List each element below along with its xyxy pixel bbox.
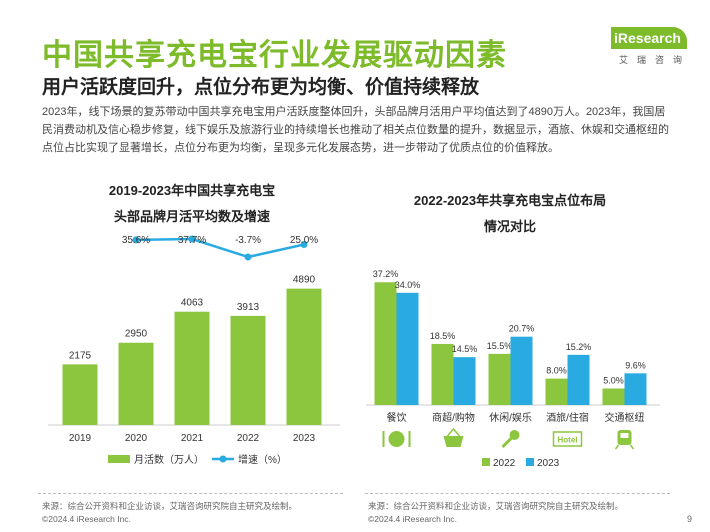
left-chart-title-line1: 2019-2023年中国共享充电宝 [108,183,276,198]
growth-value-label: -3.7% [235,235,261,246]
left-bar [286,288,322,425]
right-bar-2022 [374,282,397,405]
left-chart-title: 2019-2023年中国共享充电宝 头部品牌月活平均数及增速 [42,180,342,228]
right-bar-2022 [545,378,568,405]
left-x-tick-label: 2021 [181,433,204,444]
left-bar-value-label: 4890 [293,275,316,286]
left-bar [174,311,210,425]
right-legend-2022-swatch [482,458,490,466]
left-x-tick-label: 2022 [237,433,260,444]
right-bar-value-label: 37.2% [373,269,399,279]
right-bar-2023 [624,373,647,405]
left-x-tick-label: 2023 [293,433,316,444]
right-bar-value-label: 5.0% [603,376,624,386]
logo-subtext: 艾瑞咨询 [619,55,692,65]
right-bar-value-label: 18.5% [430,331,456,341]
right-bar-2022 [431,343,454,405]
right-source: 来源：综合公开资料和企业访谈，艾瑞咨询研究院自主研究及绘制。 [368,501,624,511]
right-bar-2023 [396,292,419,405]
growth-value-label: 25.0% [290,235,318,246]
page-subtitle: 用户活跃度回升，点位分布更为均衡、价值持续释放 [42,77,480,98]
left-bar-value-label: 4063 [181,298,204,309]
right-x-tick-label: 餐饮 [387,411,407,424]
growth-point [244,253,252,261]
left-legend-line-marker [219,455,227,463]
right-divider [365,493,670,494]
left-chart-title-line2: 头部品牌月活平均数及增速 [113,209,270,224]
right-legend-2022-label: 2022 [493,458,516,469]
right-bar-2022 [488,353,511,405]
left-bar-value-label: 3913 [237,302,260,313]
right-x-tick-label: 酒旅/住宿 [546,411,589,424]
growth-point [300,241,308,249]
left-legend-bar-swatch [108,455,130,463]
right-legend-2023-swatch [526,458,534,466]
right-chart-title-line1: 2022-2023年共享充电宝点位布局 [413,193,607,208]
train-icon [614,430,635,450]
right-bar-value-label: 14.5% [452,344,478,354]
left-divider [38,493,343,494]
right-bar-value-label: 20.7% [509,324,535,334]
right-x-tick-label: 休闲/娱乐 [489,411,532,424]
right-bar-2023 [453,357,476,405]
right-bar-2023 [567,354,590,405]
hotel-icon: Hotel [552,431,583,447]
right-chart: 37.2%34.0% 餐饮 18.5% 14.5% 商超/购物 15.5% 20.7% 休闲/… [366,269,660,469]
right-x-tick-label: 商超/购物 [432,411,475,424]
description-text: 2023年，线下场景的复苏带动中国共享充电宝用户活跃度整体回升，头部品牌月活用户… [42,106,669,154]
left-copyright: ©2024.4 iResearch Inc. [42,514,131,524]
left-source: 来源：综合公开资料和企业访谈，艾瑞咨询研究院自主研究及绘制。 [42,501,298,511]
growth-value-label: 35.6% [122,235,150,246]
left-bar-value-label: 2950 [125,329,148,340]
right-chart-title: 2022-2023年共享充电宝点位布局 情况对比 [360,190,660,238]
left-legend-bar-label: 月活数（万人） [134,453,204,466]
left-bar [62,364,98,425]
right-bar-value-label: 15.2% [566,342,592,352]
left-x-tick-label: 2020 [125,433,148,444]
page-number: 9 [687,514,693,524]
left-legend-line-label: 增速（%） [238,453,287,466]
right-copyright: ©2024.4 iResearch Inc. [368,514,457,524]
svg-text:Hotel: Hotel [558,436,578,445]
left-x-tick-label: 2019 [69,433,92,444]
growth-line [135,237,305,259]
growth-value-label: 37.7% [178,235,206,246]
page-title: 中国共享充电宝行业发展驱动因素 [42,39,507,72]
karaoke-mic-icon [501,430,520,449]
right-bar-value-label: 15.5% [487,341,513,351]
left-bar [230,315,266,425]
shopping-basket-icon [443,427,464,447]
right-bar-2022 [602,388,625,405]
left-bar [118,342,154,425]
right-bar-2023 [510,336,533,405]
dining-icon [382,431,411,447]
left-bar-value-label: 2175 [69,350,92,361]
right-legend-2023-label: 2023 [537,458,560,469]
logo-text: iResearch [611,27,687,49]
left-chart: 2175 2019 2950 2020 4063 2021 3913 2022 4890 2023… [48,235,340,466]
right-x-tick-label: 交通枢纽 [605,411,645,424]
growth-point [132,236,140,244]
right-bar-value-label: 9.6% [625,360,646,370]
growth-point [188,235,196,243]
iresearch-logo: iResearch 艾瑞咨询 [611,27,687,67]
right-chart-title-line2: 情况对比 [483,219,536,234]
right-bar-value-label: 34.0% [395,280,421,290]
right-bar-value-label: 8.0% [546,366,567,376]
